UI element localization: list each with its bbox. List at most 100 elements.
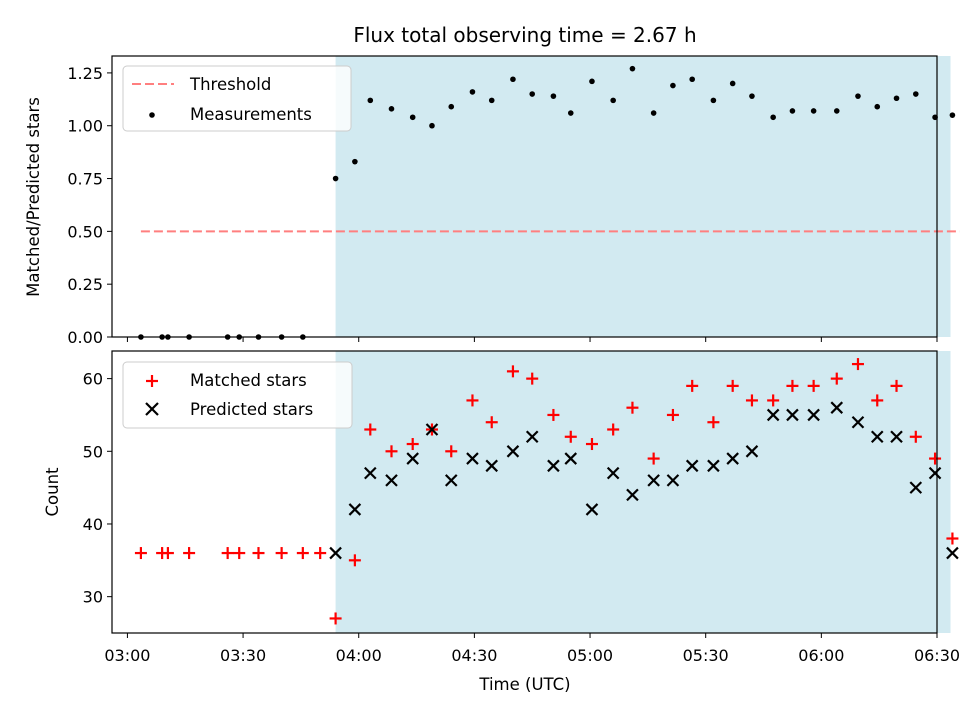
measurement-point	[469, 89, 476, 95]
measurement-point	[567, 110, 574, 116]
matched-star-point	[161, 547, 174, 560]
legend-predicted-marker	[145, 402, 159, 416]
predicted-star-point	[647, 474, 660, 487]
matched-star-point	[686, 379, 699, 392]
matched-star-point	[445, 445, 458, 458]
matched-star-point	[929, 452, 942, 465]
count-y-axis-label: Count	[43, 467, 62, 517]
count-y-tick-label: 30	[83, 588, 103, 607]
matched-star-point	[564, 430, 577, 443]
count-legend: Matched stars Predicted stars	[122, 361, 353, 429]
matched-star-point	[666, 408, 679, 421]
matched-star-point	[786, 379, 799, 392]
predicted-star-point	[466, 452, 479, 465]
legend-matched-marker	[146, 375, 158, 387]
measurement-point	[629, 65, 636, 72]
matched-star-point	[647, 452, 660, 465]
matched-star-point	[547, 408, 560, 421]
predicted-star-point	[348, 503, 362, 516]
matched-star-point	[526, 372, 539, 385]
matched-star-point	[851, 358, 864, 371]
ratio-y-tick-label: 0.50	[67, 222, 103, 241]
ratio-observing-window-shade	[335, 56, 951, 337]
predicted-star-point	[870, 430, 884, 444]
ratio-legend: Threshold Measurements	[122, 65, 352, 132]
predicted-star-point	[807, 408, 820, 422]
measurement-point	[529, 91, 536, 97]
measurement-point	[448, 103, 455, 110]
matched-star-point	[364, 423, 377, 436]
predicted-star-point	[506, 445, 520, 458]
predicted-star-point	[626, 488, 639, 502]
predicted-star-point	[525, 430, 539, 444]
predicted-star-point	[786, 408, 799, 422]
measurement-point	[429, 122, 435, 129]
predicted-star-point	[909, 481, 923, 494]
chart-title: Flux total observing time = 2.67 h	[353, 23, 696, 47]
measurement-point	[710, 97, 717, 104]
measurement-point	[893, 95, 900, 102]
measurement-point	[689, 76, 695, 83]
x-tick-label: 05:00	[567, 646, 613, 665]
ratio-plot-frame	[111, 55, 938, 338]
measurement-point	[729, 80, 736, 87]
matched-star-point	[871, 394, 884, 407]
matched-star-point	[807, 379, 820, 392]
predicted-star-point	[851, 415, 865, 429]
matched-star-point	[890, 379, 903, 392]
measurement-point	[589, 78, 595, 85]
matched-star-point	[745, 394, 758, 407]
matched-star-point	[506, 365, 519, 378]
matched-star-point	[946, 532, 959, 545]
measurement-point	[352, 158, 358, 165]
matched-star-point	[348, 554, 361, 567]
legend-predicted-label: Predicted stars	[190, 400, 313, 419]
measurement-point	[670, 82, 676, 89]
legend-measurements-marker	[149, 112, 155, 118]
measurement-point	[409, 114, 416, 121]
matched-star-point	[233, 547, 246, 560]
predicted-star-point	[707, 459, 720, 473]
measurement-point	[332, 175, 339, 182]
measurement-point	[855, 93, 861, 99]
measurement-point	[789, 108, 796, 114]
predicted-star-point	[946, 546, 959, 560]
predicted-star-point	[726, 452, 739, 465]
measurement-point	[488, 97, 495, 104]
count-plot-frame	[111, 350, 938, 634]
predicted-star-point	[666, 474, 680, 487]
measurement-point	[550, 93, 557, 99]
predicted-star-point	[364, 466, 377, 480]
matched-star-point	[767, 394, 780, 407]
matched-star-point	[329, 612, 342, 625]
ratio-y-tick-label: 0.75	[67, 170, 103, 189]
matched-star-point	[314, 547, 327, 560]
predicted-star-point	[928, 466, 942, 480]
predicted-star-point	[564, 452, 578, 465]
matched-star-point	[296, 547, 309, 560]
measurement-point	[749, 93, 755, 99]
predicted-star-point	[425, 423, 439, 436]
measurement-point	[510, 76, 516, 83]
matched-star-point	[830, 372, 843, 385]
predicted-star-point	[745, 445, 759, 458]
measurement-point	[388, 106, 395, 112]
ratio-y-tick-label: 1.25	[67, 64, 103, 83]
count-panel: 30 40 50 60 03:00 03:30 04:00 04:30 05:00 05:30 06…	[43, 350, 960, 694]
predicted-star-point	[585, 503, 599, 516]
x-tick-label: 04:00	[336, 646, 382, 665]
measurement-point	[874, 103, 881, 110]
x-tick-label: 06:30	[914, 646, 960, 665]
legend-measurements-label: Measurements	[190, 105, 312, 124]
measurement-point	[650, 110, 657, 116]
matched-star-point	[726, 379, 739, 392]
matched-star-point	[707, 416, 720, 429]
predicted-star-point	[547, 459, 560, 473]
x-tick-label: 04:30	[451, 646, 497, 665]
predicted-star-point	[890, 430, 903, 444]
count-y-tick-label: 50	[83, 442, 103, 461]
measurement-point	[770, 114, 776, 121]
legend-matched-label: Matched stars	[190, 371, 307, 390]
predicted-star-point	[606, 466, 620, 480]
